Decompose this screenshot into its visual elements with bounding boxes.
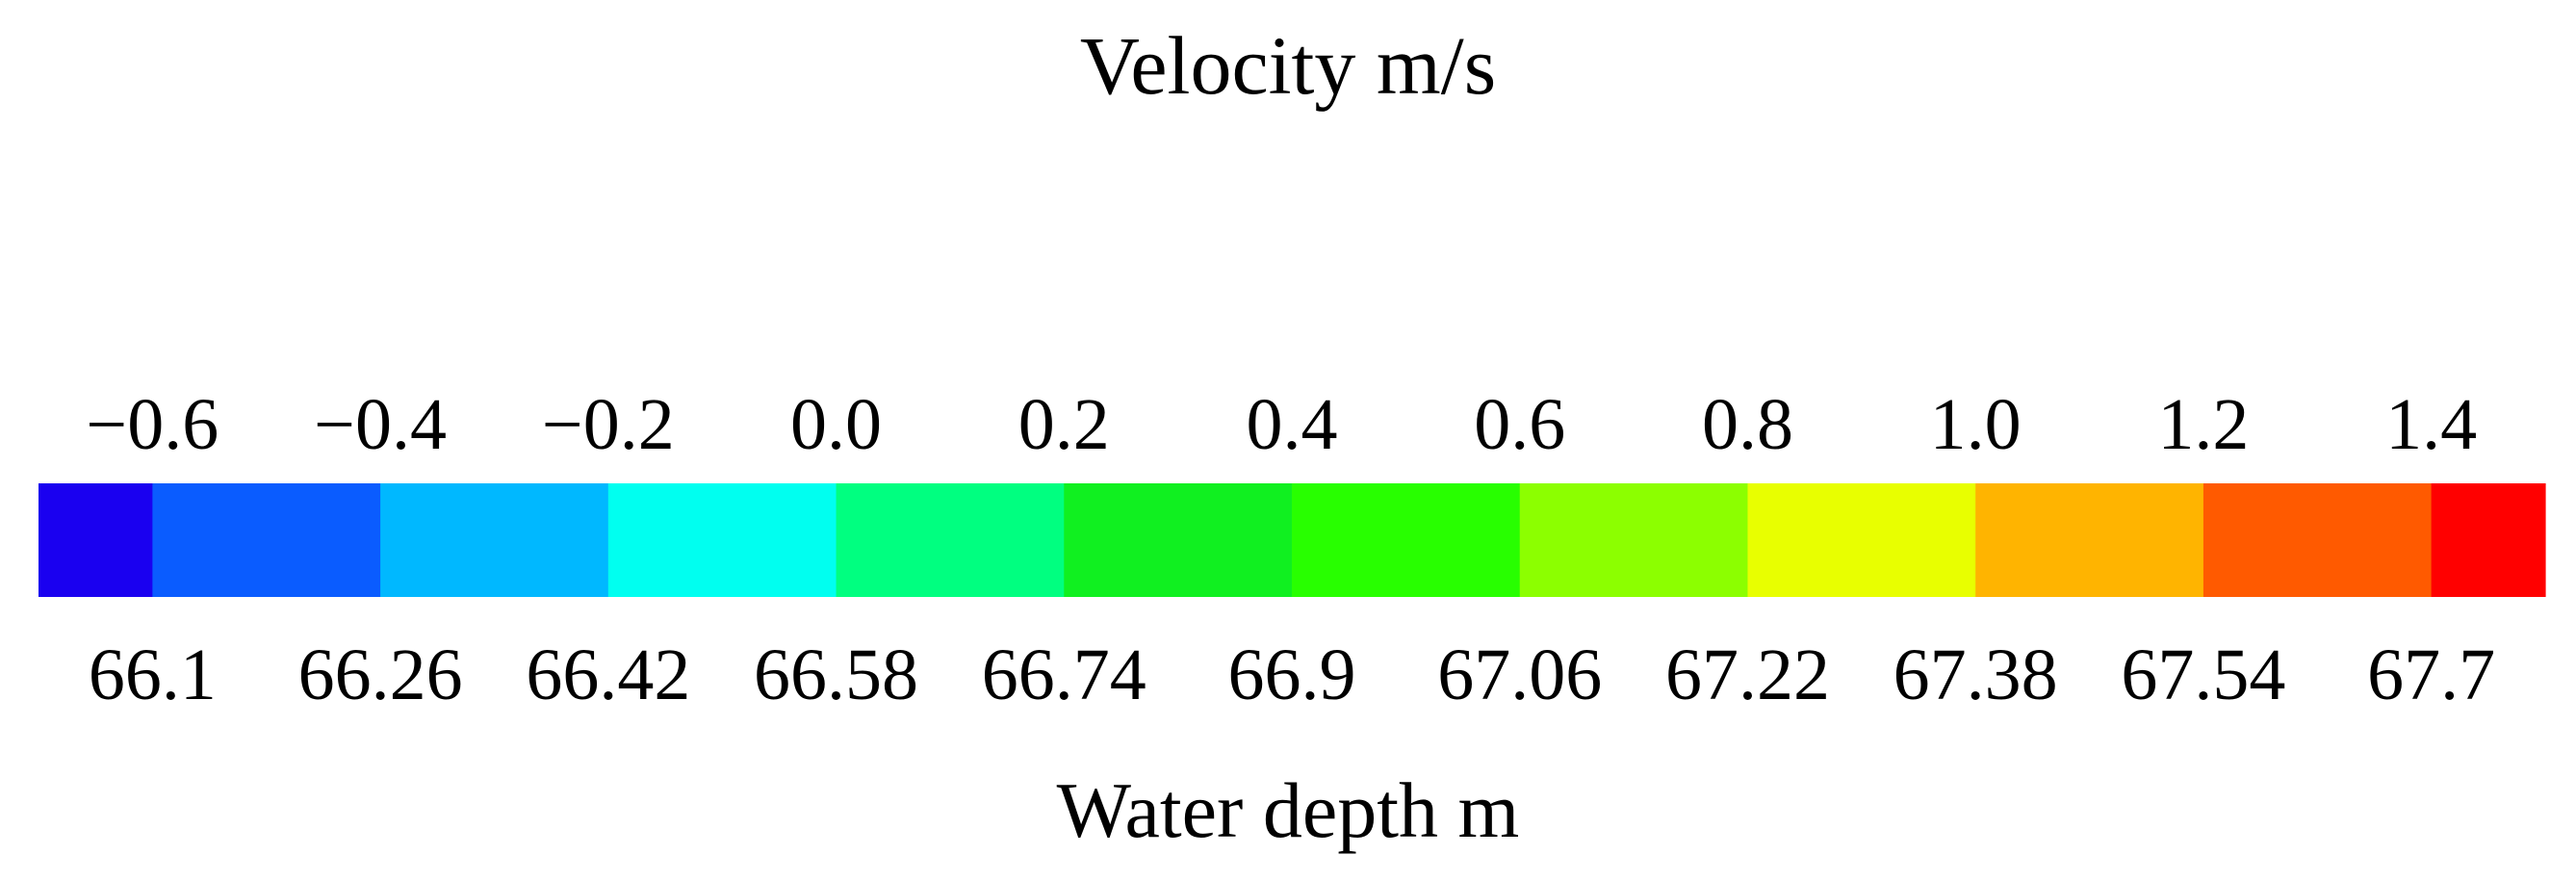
- velocity-tick-label: 1.0: [1930, 384, 2022, 465]
- water-depth-tick-label: 66.26: [298, 635, 463, 715]
- water-depth-tick-label: 66.1: [89, 635, 217, 715]
- velocity-tick-label: 0.4: [1247, 384, 1338, 465]
- color-segment: [152, 483, 381, 597]
- colorbar-segments: [39, 483, 2546, 597]
- velocity-tick-label: 0.6: [1474, 384, 1565, 465]
- velocity-tick-label: −0.2: [542, 384, 675, 465]
- water-depth-tick-label: 66.9: [1228, 635, 1356, 715]
- velocity-tick-label: 1.4: [2385, 384, 2477, 465]
- water-depth-tick-labels: 66.1 66.26 66.42 66.58 66.74 66.9 67.06 67.22 67…: [89, 635, 2495, 715]
- water-depth-tick-label: 67.54: [2121, 635, 2285, 715]
- velocity-tick-label: −0.4: [314, 384, 447, 465]
- velocity-tick-label: −0.6: [86, 384, 219, 465]
- velocity-tick-label: 1.2: [2157, 384, 2249, 465]
- color-segment: [2431, 483, 2546, 597]
- color-segment: [39, 483, 153, 597]
- x-axis-label: Water depth m: [1056, 766, 1520, 854]
- water-depth-tick-label: 67.38: [1893, 635, 2058, 715]
- color-segment: [836, 483, 1065, 597]
- velocity-tick-labels: −0.6 −0.4 −0.2 0.0 0.2 0.4 0.6 0.8 1.0 1.2 1.4: [86, 384, 2477, 465]
- color-segment: [607, 483, 837, 597]
- water-depth-tick-label: 66.58: [754, 635, 918, 715]
- color-segment: [1292, 483, 1521, 597]
- color-segment: [1064, 483, 1293, 597]
- color-segment: [2202, 483, 2433, 597]
- velocity-tick-label: 0.8: [1702, 384, 1793, 465]
- water-depth-tick-label: 67.7: [2367, 635, 2495, 715]
- water-depth-tick-label: 66.42: [526, 635, 690, 715]
- velocity-tick-label: 0.0: [790, 384, 882, 465]
- velocity-tick-label: 0.2: [1018, 384, 1110, 465]
- chart-title: Velocity m/s: [1079, 19, 1497, 112]
- color-segment: [1747, 483, 1976, 597]
- color-segment: [380, 483, 609, 597]
- color-segment: [1519, 483, 1749, 597]
- color-segment: [1975, 483, 2204, 597]
- water-depth-tick-label: 67.06: [1437, 635, 1602, 715]
- water-depth-tick-label: 67.22: [1665, 635, 1830, 715]
- water-depth-tick-label: 66.74: [982, 635, 1146, 715]
